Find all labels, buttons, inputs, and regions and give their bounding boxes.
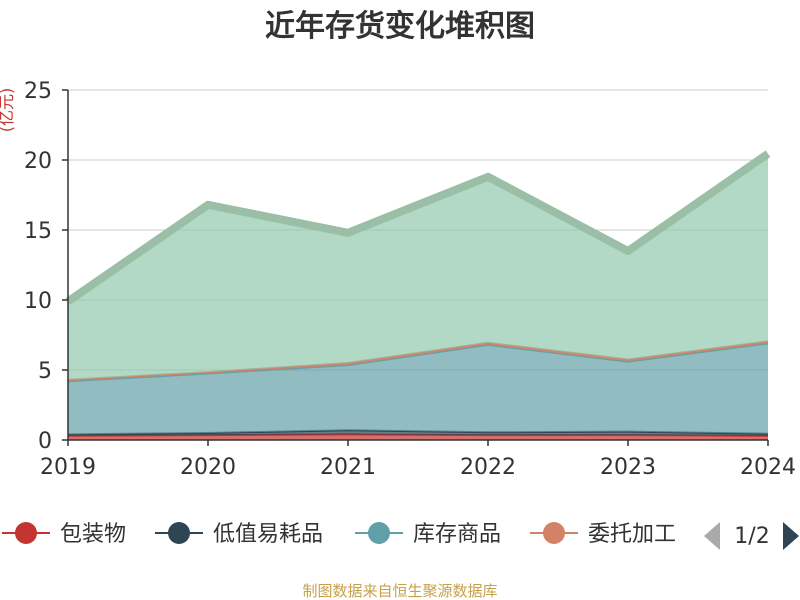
axes: 0 5 10 15 20 25 2019 2020 2021 2022 2023 2024 [24, 79, 796, 480]
legend-marker [368, 522, 390, 544]
x-tick-label: 2023 [600, 455, 656, 480]
legend: 包装物 低值易耗品 库存商品 委托加工 1/2 [2, 522, 799, 550]
area-series-5 [68, 153, 768, 380]
y-tick-label: 25 [24, 79, 52, 104]
legend-label: 委托加工 [588, 522, 676, 547]
area-series [65, 150, 771, 440]
x-tick-label: 2019 [40, 455, 96, 480]
legend-label: 低值易耗品 [213, 522, 323, 547]
legend-item: 低值易耗品 [155, 522, 323, 547]
y-tick-label: 5 [38, 359, 52, 384]
legend-page-label: 1/2 [734, 524, 769, 549]
legend-marker [15, 522, 37, 544]
legend-label: 包装物 [60, 522, 126, 547]
legend-next-page-icon[interactable] [783, 522, 799, 550]
y-axis-unit-label: (亿元) [0, 88, 16, 133]
y-tick-label: 20 [24, 149, 52, 174]
legend-marker [168, 522, 190, 544]
area-低值易耗品 [68, 430, 768, 436]
chart-title: 近年存货变化堆积图 [265, 9, 535, 44]
area-库存商品 [68, 343, 768, 435]
source-note: 制图数据来自恒生聚源数据库 [302, 582, 497, 600]
legend-marker [543, 522, 565, 544]
y-tick-label: 15 [24, 219, 52, 244]
legend-label: 库存商品 [413, 522, 501, 547]
legend-item: 包装物 [2, 522, 126, 547]
legend-prev-page-icon[interactable] [704, 522, 720, 550]
x-tick-label: 2024 [740, 455, 796, 480]
legend-item: 库存商品 [355, 522, 501, 547]
x-tick-label: 2022 [460, 455, 516, 480]
x-tick-label: 2020 [180, 455, 236, 480]
y-tick-label: 0 [38, 429, 52, 454]
y-tick-label: 10 [24, 289, 52, 314]
series-line-series-5 [65, 150, 771, 305]
legend-item: 委托加工 [530, 522, 676, 547]
x-tick-label: 2021 [320, 455, 376, 480]
area-委托加工 [68, 341, 768, 382]
